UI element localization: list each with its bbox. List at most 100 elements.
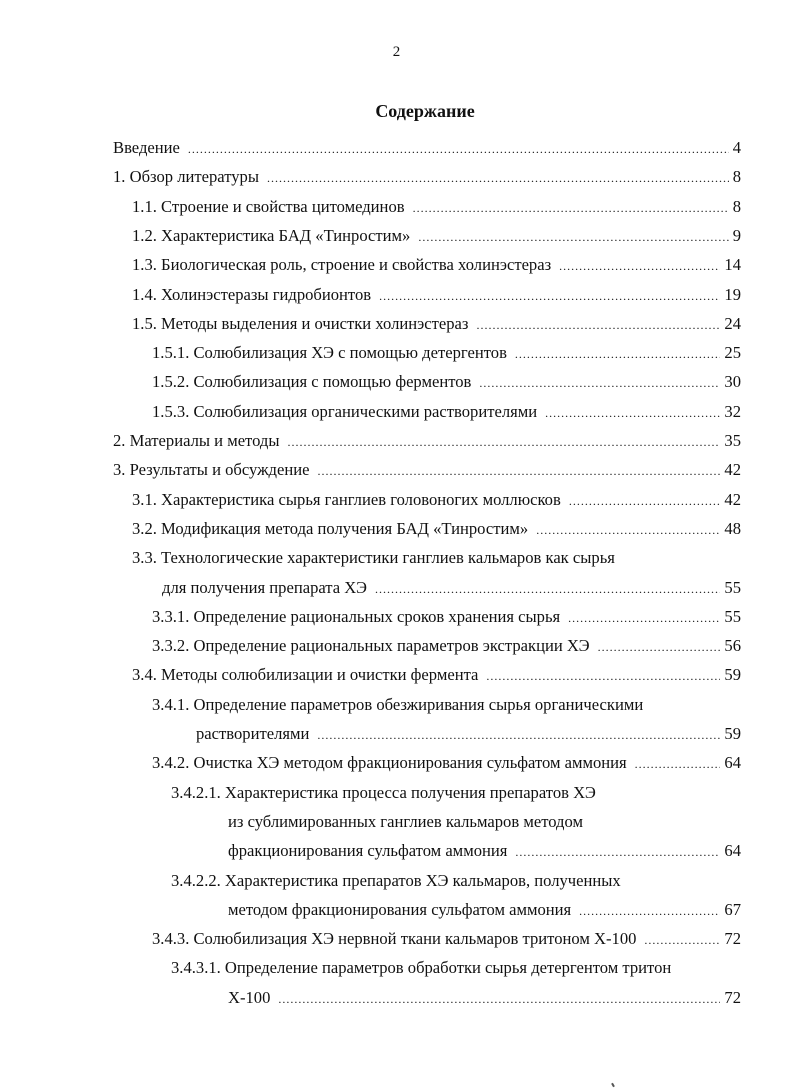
toc-entry-title: 3.4.2. Очистка ХЭ методом фракционирован… (152, 753, 627, 773)
toc-entry[interactable]: 3.4. Методы солюбилизации и очистки ферм… (132, 660, 741, 689)
toc-page-number: 4 (732, 138, 741, 157)
toc-entry[interactable]: 1.5.2. Солюбилизация с помощью ферментов… (152, 367, 741, 396)
toc-page-number: 42 (724, 460, 741, 480)
toc-page-number: 9 (732, 225, 741, 245)
toc-page-number: 72 (724, 929, 741, 949)
toc-entry-title: 1.3. Биологическая роль, строение и свой… (132, 255, 552, 275)
toc-entry-title: 3.4. Методы солюбилизации и очистки ферм… (132, 665, 479, 685)
leader-dots (413, 194, 729, 223)
toc-entry[interactable]: 3. Результаты и обсуждение 42 (113, 455, 741, 484)
leader-dots (644, 926, 720, 955)
toc-entry[interactable]: 1.5.1. Солюбилизация ХЭ с помощью детерг… (152, 338, 741, 367)
toc-entry[interactable]: 3.3.2. Определение рациональных параметр… (152, 631, 741, 660)
toc-entry[interactable]: 1.2. Характеристика БАД «Тинростим» 9 (132, 221, 741, 250)
toc-entry-title: 3.3.1. Определение рациональных сроков х… (152, 606, 561, 626)
leader-dots (288, 428, 721, 457)
toc-page-number: 30 (724, 372, 741, 392)
toc-entry[interactable]: 3.4.1. Определение параметров обезжирива… (152, 690, 643, 719)
toc-entry-title: Введение (113, 138, 180, 157)
toc-entry-title: 1.2. Характеристика БАД «Тинростим» (132, 225, 411, 245)
toc-page-number: 64 (724, 753, 741, 773)
toc-entry[interactable]: 3.4.2. Очистка ХЭ методом фракционирован… (152, 748, 741, 777)
toc-entry[interactable]: 1.4. Холинэстеразы гидробионтов 19 (132, 280, 741, 309)
toc-page-number: 25 (724, 343, 741, 363)
toc-entry-continuation[interactable]: растворителями 59 (196, 719, 741, 748)
toc-entry-title: 3.2. Модификация метода получения БАД «Т… (132, 518, 529, 538)
toc-page-number: 55 (724, 606, 741, 626)
toc-entry[interactable]: 3.1. Характеристика сырья ганглиев голов… (132, 485, 741, 514)
toc-page-number: 55 (724, 577, 741, 597)
leader-dots (515, 340, 721, 369)
toc-page-number: 19 (724, 284, 741, 304)
toc-entry[interactable]: 1.1. Строение и свойства цитомединов 8 (132, 192, 741, 221)
toc-entry[interactable]: Введение 4 (113, 133, 741, 162)
toc-page-number: 72 (724, 987, 741, 1007)
toc-entry-continuation[interactable]: из сублимированных ганглиев кальмаров ме… (228, 807, 583, 836)
toc-entry-continuation[interactable]: для получения препарата ХЭ 55 (162, 573, 741, 602)
toc-entry-title: растворителями (196, 724, 310, 743)
toc-page-number: 59 (724, 724, 741, 743)
toc-entry[interactable]: 1.5. Методы выделения и очистки холинэст… (132, 309, 741, 338)
toc-entry[interactable]: 1.5.3. Солюбилизация органическими раств… (152, 397, 741, 426)
toc-entry-title: 3.4.2.1. Характеристика процесса получен… (171, 782, 596, 802)
toc-entry-title: 2. Материалы и методы (113, 431, 280, 450)
leader-dots (267, 164, 729, 193)
leader-dots (375, 575, 720, 604)
toc-page-number: 48 (724, 518, 741, 538)
toc-entry-title: Х-100 (228, 987, 271, 1007)
leader-dots (515, 838, 720, 867)
toc-entry-title: 3. Результаты и обсуждение (113, 460, 310, 480)
toc-entry-continuation[interactable]: фракционирования сульфатом аммония 64 (228, 836, 741, 865)
toc-entry[interactable]: 3.4.2.1. Характеристика процесса получен… (171, 778, 596, 807)
toc-entry[interactable]: 3.4.3.1. Определение параметров обработк… (171, 953, 671, 982)
toc-entry-title: 1.5. Методы выделения и очистки холинэст… (132, 313, 469, 333)
toc-entry[interactable]: 3.4.2.2. Характеристика препаратов ХЭ ка… (171, 866, 621, 895)
leader-dots (476, 311, 720, 340)
page-title: Содержание (375, 101, 475, 121)
toc-entry[interactable]: 1.3. Биологическая роль, строение и свой… (132, 250, 741, 279)
leader-dots (379, 282, 720, 311)
toc-page-number: 35 (724, 431, 741, 450)
toc-entry-title: 1.5.3. Солюбилизация органическими раств… (152, 401, 538, 421)
leader-dots (317, 721, 720, 750)
toc-entry-title: 1.5.1. Солюбилизация ХЭ с помощью детерг… (152, 343, 507, 363)
toc-page-number: 32 (724, 401, 741, 421)
toc-entry[interactable]: 3.3.1. Определение рациональных сроков х… (152, 602, 741, 631)
toc-entry[interactable]: 2. Материалы и методы 35 (113, 426, 741, 455)
toc-entry-continuation[interactable]: методом фракционирования сульфатом аммон… (228, 895, 741, 924)
toc-page-number: 67 (724, 899, 741, 919)
leader-dots (545, 399, 720, 428)
toc-entry-title: фракционирования сульфатом аммония (228, 841, 508, 861)
leader-dots (418, 223, 728, 252)
leader-dots (486, 662, 720, 691)
toc-page-number: 8 (732, 167, 741, 187)
toc-page-number: 42 (724, 489, 741, 509)
toc-entry-title: 1.4. Холинэстеразы гидробионтов (132, 284, 372, 304)
toc-entry-title: 3.1. Характеристика сырья ганглиев голов… (132, 489, 561, 509)
leader-dots (536, 516, 720, 545)
toc-page-number: 59 (724, 665, 741, 685)
toc-entry[interactable]: 3.3. Технологические характеристики ганг… (132, 543, 615, 572)
toc-entry-title: для получения препарата ХЭ (162, 577, 367, 597)
scan-mark (611, 1082, 615, 1088)
toc-entry[interactable]: 3.2. Модификация метода получения БАД «Т… (132, 514, 741, 543)
toc-entry-title: методом фракционирования сульфатом аммон… (228, 899, 572, 919)
leader-dots (559, 252, 720, 281)
leader-dots (278, 985, 720, 1014)
toc-entry-title: из сублимированных ганглиев кальмаров ме… (228, 811, 583, 831)
toc-entry-title: 1. Обзор литературы (113, 167, 260, 187)
leader-dots (579, 897, 720, 926)
toc-page-number: 8 (732, 196, 741, 216)
toc-entry[interactable]: 1. Обзор литературы 8 (113, 162, 741, 191)
toc-entry-title: 3.4.2.2. Характеристика препаратов ХЭ ка… (171, 870, 621, 890)
toc-page-number: 24 (724, 313, 741, 333)
leader-dots (569, 487, 721, 516)
toc-entry-title: 3.3.2. Определение рациональных параметр… (152, 636, 590, 656)
leader-dots (598, 633, 721, 662)
toc-entry-title: 3.3. Технологические характеристики ганг… (132, 548, 615, 568)
toc-entry-title: 3.4.1. Определение параметров обезжирива… (152, 694, 644, 714)
toc-entry-continuation[interactable]: Х-100 72 (228, 983, 741, 1012)
toc-entry[interactable]: 3.4.3. Солюбилизация ХЭ нервной ткани ка… (152, 924, 741, 953)
page-number: 2 (392, 44, 401, 60)
leader-dots (318, 457, 721, 486)
